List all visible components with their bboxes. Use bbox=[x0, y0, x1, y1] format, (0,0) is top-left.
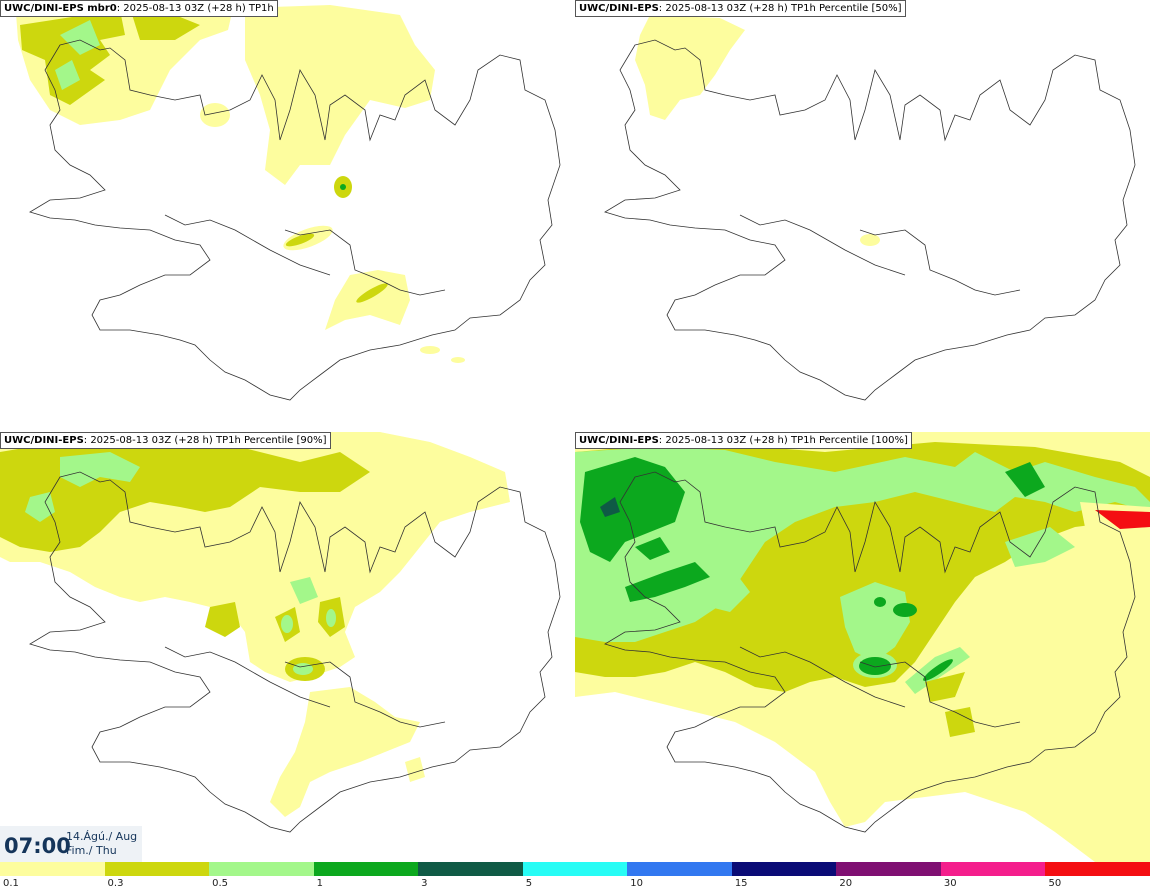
legend-swatch bbox=[104, 862, 210, 876]
precipitation-map bbox=[575, 432, 1150, 862]
panel-title: UWC/DINI-EPS: 2025-08-13 03Z (+28 h) TP1… bbox=[575, 0, 906, 17]
legend-swatch bbox=[209, 862, 314, 876]
precip-field bbox=[575, 432, 1150, 862]
valid-date-line-2: Fim./ Thu bbox=[66, 844, 117, 857]
map-panel-percentile-50: UWC/DINI-EPS: 2025-08-13 03Z (+28 h) TP1… bbox=[575, 0, 1150, 430]
legend-color-bar bbox=[0, 862, 1150, 876]
map-panel-mbr0: UWC/DINI-EPS mbr0: 2025-08-13 03Z (+28 h… bbox=[0, 0, 575, 430]
panel-title: UWC/DINI-EPS: 2025-08-13 03Z (+28 h) TP1… bbox=[0, 432, 331, 449]
legend-tick-label: 15 bbox=[734, 878, 748, 889]
legend-tick-label: 5 bbox=[525, 878, 533, 889]
legend-tick-label: 0.3 bbox=[107, 878, 124, 889]
legend-swatch bbox=[731, 862, 837, 876]
legend-tick-label: 1 bbox=[316, 878, 323, 889]
legend-tick-labels: 0.1 0.3 0.5 1 3 5 10 15 20 30 50 bbox=[0, 877, 1150, 891]
precip-field bbox=[635, 15, 880, 246]
valid-time: 07:00 bbox=[4, 834, 71, 858]
legend-tick-label: 3 bbox=[421, 878, 428, 889]
legend-tick-label: 50 bbox=[1048, 878, 1062, 889]
legend-tick-label: 0.1 bbox=[3, 878, 19, 889]
precipitation-map bbox=[15, 0, 561, 401]
legend-swatch bbox=[940, 862, 1046, 876]
valid-time-stamp: 07:00 14.Ágú./ Aug Fim./ Thu bbox=[0, 826, 142, 862]
coastline bbox=[604, 471, 1136, 833]
legend-swatch bbox=[418, 862, 523, 876]
coastline bbox=[29, 39, 561, 401]
legend-swatch bbox=[1045, 862, 1150, 876]
panel-title: UWC/DINI-EPS mbr0: 2025-08-13 03Z (+28 h… bbox=[0, 0, 278, 17]
coastline bbox=[604, 39, 1136, 401]
valid-date: 14.Ágú./ Aug Fim./ Thu bbox=[66, 830, 137, 858]
legend-swatch bbox=[836, 862, 941, 876]
precipitation-map bbox=[0, 432, 561, 833]
legend-swatch bbox=[0, 862, 105, 876]
precipitation-map bbox=[604, 15, 1136, 401]
map-panel-percentile-100: UWC/DINI-EPS: 2025-08-13 03Z (+28 h) TP1… bbox=[575, 432, 1150, 862]
coastline bbox=[29, 471, 561, 833]
legend-tick-label: 0.5 bbox=[212, 878, 228, 889]
panel-title: UWC/DINI-EPS: 2025-08-13 03Z (+28 h) TP1… bbox=[575, 432, 912, 449]
color-legend: 0.1 0.3 0.5 1 3 5 10 15 20 30 50 bbox=[0, 862, 1150, 891]
legend-swatch bbox=[313, 862, 419, 876]
legend-tick-label: 10 bbox=[630, 878, 643, 889]
precip-field bbox=[15, 0, 465, 363]
legend-swatch bbox=[627, 862, 732, 876]
legend-swatch bbox=[522, 862, 628, 876]
valid-date-line-1: 14.Ágú./ Aug bbox=[66, 830, 138, 843]
map-panel-percentile-90: UWC/DINI-EPS: 2025-08-13 03Z (+28 h) TP1… bbox=[0, 432, 575, 862]
precip-field bbox=[0, 432, 510, 817]
legend-tick-label: 20 bbox=[839, 878, 853, 889]
legend-tick-label: 30 bbox=[943, 878, 957, 889]
